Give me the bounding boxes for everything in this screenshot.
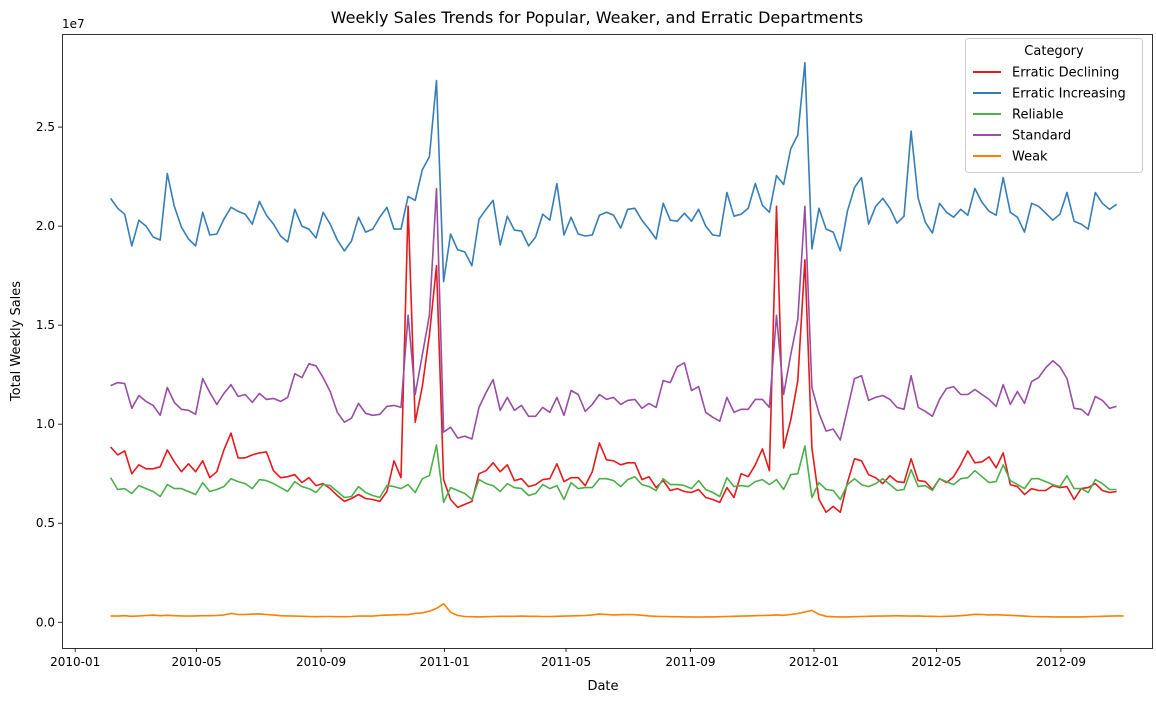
chart-title: Weekly Sales Trends for Popular, Weaker,… <box>331 8 864 27</box>
y-tick-label: 2.5 <box>36 120 55 134</box>
legend-label-standard: Standard <box>1012 129 1071 144</box>
y-axis-label: Total Weekly Sales <box>9 281 24 402</box>
x-tick-label: 2010-01 <box>50 655 100 669</box>
x-tick-label: 2012-01 <box>789 655 839 669</box>
y-tick-label: 0.0 <box>36 615 55 629</box>
y-axis-offset-label: 1e7 <box>62 17 85 31</box>
y-tick-label: 2.0 <box>36 219 55 233</box>
legend-label-erratic-increasing: Erratic Increasing <box>1012 87 1126 102</box>
x-tick-label: 2010-05 <box>172 655 222 669</box>
series-line-weak <box>110 602 1124 618</box>
legend-label-reliable: Reliable <box>1012 108 1064 123</box>
y-tick-label: 1.5 <box>36 318 55 332</box>
legend: Category Erratic Declining Erratic Increa… <box>965 38 1143 173</box>
series-line-erratic-declining <box>110 205 1117 514</box>
x-axis: 2010-01 2010-05 2010-09 2011-01 2011-05 2011-… <box>50 648 1086 669</box>
x-tick-label: 2011-09 <box>665 655 715 669</box>
legend-box <box>965 38 1143 173</box>
series-line-standard <box>110 187 1117 441</box>
x-tick-label: 2010-09 <box>296 655 346 669</box>
y-tick-label: 0.5 <box>36 516 55 530</box>
plot-frame <box>62 34 1153 649</box>
y-axis: 0.0 0.5 1.0 1.5 2.0 2.5 <box>36 120 62 629</box>
x-tick-label: 2011-01 <box>419 655 469 669</box>
x-tick-label: 2012-09 <box>1036 655 1086 669</box>
legend-title: Category <box>1024 44 1084 59</box>
legend-label-weak: Weak <box>1012 150 1048 165</box>
plot-lines <box>109 61 1124 618</box>
series-line-reliable <box>109 444 1117 504</box>
legend-items: Erratic Declining Erratic Increasing Relia… <box>973 66 1126 165</box>
legend-label-erratic-declining: Erratic Declining <box>1012 66 1119 81</box>
y-tick-label: 1.0 <box>36 417 55 431</box>
series-line-erratic-increasing <box>109 61 1118 283</box>
x-tick-label: 2011-05 <box>541 655 591 669</box>
x-axis-label: Date <box>587 679 618 694</box>
x-tick-label: 2012-05 <box>911 655 961 669</box>
